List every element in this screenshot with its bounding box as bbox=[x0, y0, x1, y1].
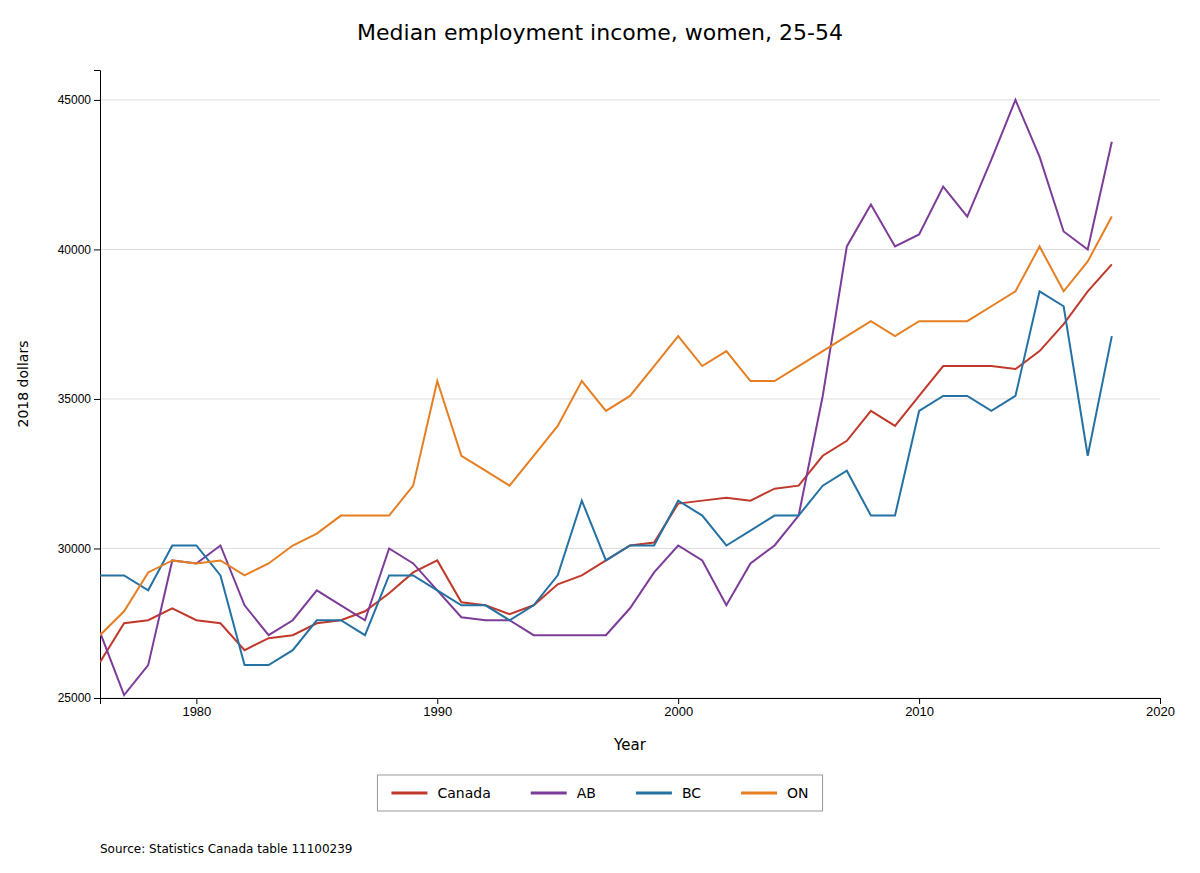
x-axis-title: Year bbox=[613, 736, 647, 754]
x-axis-line bbox=[101, 699, 1161, 705]
legend: Canada AB BC ON bbox=[377, 775, 822, 811]
grid-line bbox=[100, 249, 1160, 250]
y-tick-mark bbox=[94, 100, 100, 101]
legend-item: ON bbox=[741, 785, 809, 801]
y-tick-mark bbox=[94, 548, 100, 549]
legend-label: Canada bbox=[437, 785, 490, 801]
annotation: Source: Statistics Canada table 11100239 bbox=[100, 842, 353, 856]
lines bbox=[100, 100, 1112, 695]
y-axis-title: 2018 dollars bbox=[15, 341, 31, 428]
legend-item: AB bbox=[531, 785, 596, 801]
legend-label: AB bbox=[577, 785, 596, 801]
x-tick-label: 1990 bbox=[423, 704, 452, 719]
y-tick: 25000 bbox=[58, 691, 100, 705]
series-line bbox=[100, 264, 1112, 662]
chart: 1980 1990 2000 2010 2020 25000 30000 35000 40000… bbox=[0, 0, 1200, 873]
series-line bbox=[100, 100, 1112, 695]
grid-line bbox=[100, 548, 1160, 549]
plot-area: 1980 1990 2000 2010 2020 25000 30000 35000 40000… bbox=[58, 71, 1175, 720]
y-axis: 25000 30000 35000 40000 45000 bbox=[58, 71, 101, 706]
title: Median employment income, women, 25-54 bbox=[357, 20, 843, 45]
x-tick: 1990 bbox=[423, 698, 452, 719]
legend-swatch bbox=[741, 792, 777, 795]
x-tick-mark bbox=[196, 698, 197, 704]
x-tick-mark bbox=[919, 698, 920, 704]
y-tick-label: 40000 bbox=[58, 243, 92, 257]
x-tick: 2010 bbox=[905, 698, 934, 719]
y-tick-label: 45000 bbox=[58, 93, 92, 107]
legend-swatch bbox=[531, 792, 567, 795]
x-tick-label: 1980 bbox=[182, 704, 211, 719]
x-tick: 2000 bbox=[664, 698, 693, 719]
grid-line bbox=[100, 398, 1160, 399]
legend-label: BC bbox=[682, 785, 701, 801]
y-tick: 35000 bbox=[58, 392, 100, 406]
legend-item: BC bbox=[636, 785, 701, 801]
series-line bbox=[100, 291, 1112, 665]
y-tick: 30000 bbox=[58, 542, 100, 556]
x-tick-mark bbox=[437, 698, 438, 704]
legend-item: Canada bbox=[391, 785, 490, 801]
legend-swatch bbox=[636, 792, 672, 795]
x-tick: 2020 bbox=[1146, 698, 1175, 719]
x-tick: 1980 bbox=[182, 698, 211, 719]
x-axis: 1980 1990 2000 2010 2020 bbox=[101, 698, 1175, 719]
legend-box bbox=[377, 775, 822, 811]
x-tick-label: 2000 bbox=[664, 704, 693, 719]
y-tick-mark bbox=[94, 698, 100, 699]
y-axis-line bbox=[94, 71, 101, 699]
grid bbox=[100, 100, 1160, 698]
y-tick-mark bbox=[94, 399, 100, 400]
legend-label: ON bbox=[787, 785, 809, 801]
legend-swatch bbox=[391, 792, 427, 795]
y-tick: 45000 bbox=[58, 93, 100, 107]
y-tick-label: 35000 bbox=[58, 392, 92, 406]
y-tick: 40000 bbox=[58, 243, 100, 257]
y-tick-label: 25000 bbox=[58, 691, 92, 705]
x-tick-mark bbox=[678, 698, 679, 704]
x-tick-label: 2010 bbox=[905, 704, 934, 719]
x-tick-label: 2020 bbox=[1146, 704, 1175, 719]
y-tick-label: 30000 bbox=[58, 542, 92, 556]
y-tick-mark bbox=[94, 249, 100, 250]
x-tick-mark bbox=[1160, 698, 1161, 704]
grid-line bbox=[100, 99, 1160, 100]
series-line bbox=[100, 217, 1112, 636]
